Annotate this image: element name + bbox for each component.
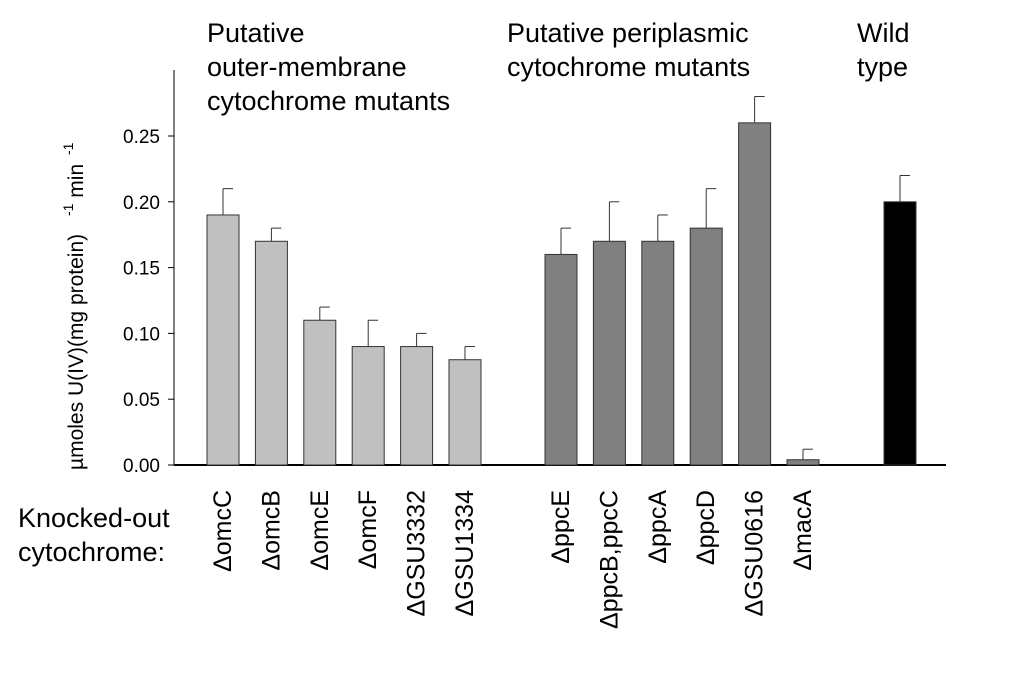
group-labels: Putative outer-membrane cytochrome mutants… xyxy=(207,18,910,116)
category-label: ΔomcE xyxy=(306,490,334,571)
y-tick-label: 0.25 xyxy=(123,127,160,148)
category-label: ΔppcE xyxy=(547,490,575,564)
group-label-line: Putative periplasmic xyxy=(507,18,749,48)
bar xyxy=(448,359,482,466)
bar xyxy=(689,227,723,466)
y-axis: 0.00 0.05 0.10 0.15 0.20 0.25 xyxy=(123,70,946,477)
y-tick-label: 0.00 xyxy=(123,456,160,477)
x-axis-label-line-2: cytochrome: xyxy=(18,537,165,567)
bar xyxy=(641,240,675,466)
category-labels: ΔomcC ΔomcB ΔomcE ΔomcF ΔGSU3332 ΔGSU1334 Δppc… xyxy=(209,490,817,629)
y-tick-label: 0.15 xyxy=(123,259,160,280)
y-axis-label: µmoles U(IV)(mg protein) -1 min -1 xyxy=(55,142,88,470)
category-label: ΔomcB xyxy=(257,490,285,571)
y-axis-label-unit: min xyxy=(65,164,88,198)
category-label: ΔppcB,ppcC xyxy=(595,490,623,629)
category-label: ΔomcF xyxy=(354,490,382,569)
bar xyxy=(254,240,288,466)
bar xyxy=(400,346,434,466)
bar xyxy=(351,346,385,466)
category-label: ΔppcD xyxy=(692,490,720,565)
bar xyxy=(544,253,578,466)
group-label-line: cytochrome mutants xyxy=(207,86,450,116)
y-axis-label-exp2: -1 xyxy=(60,142,76,155)
bars xyxy=(206,96,917,466)
group-label-line: outer-membrane xyxy=(207,52,407,82)
group-label-line: cytochrome mutants xyxy=(507,52,750,82)
bar xyxy=(738,122,772,466)
y-axis-label-main: µmoles U(IV)(mg protein) xyxy=(65,234,88,470)
category-label: ΔGSU1334 xyxy=(451,490,479,617)
y-tick-label: 0.05 xyxy=(123,390,160,411)
y-axis-label-exp1: -1 xyxy=(60,203,76,216)
bar xyxy=(206,214,240,466)
category-label: ΔmacA xyxy=(789,490,817,571)
category-label: ΔGSU0616 xyxy=(741,490,769,617)
y-tick-label: 0.20 xyxy=(123,193,160,214)
x-axis-label-line-1: Knocked-out xyxy=(18,503,170,533)
bar xyxy=(592,240,626,466)
category-label: ΔGSU3332 xyxy=(403,490,431,617)
group-label-line: type xyxy=(857,52,908,82)
bar xyxy=(303,319,337,466)
category-label: ΔomcC xyxy=(209,490,237,572)
y-tick-label: 0.10 xyxy=(123,324,160,345)
bar xyxy=(786,459,820,466)
svg-text:µmoles U(IV)(mg protein): µmoles U(IV)(mg protein) -1 min -1 xyxy=(55,142,88,470)
group-label-line: Putative xyxy=(207,18,305,48)
group-label-line: Wild xyxy=(857,18,910,48)
category-label: ΔppcA xyxy=(644,490,672,564)
bar xyxy=(883,201,917,466)
